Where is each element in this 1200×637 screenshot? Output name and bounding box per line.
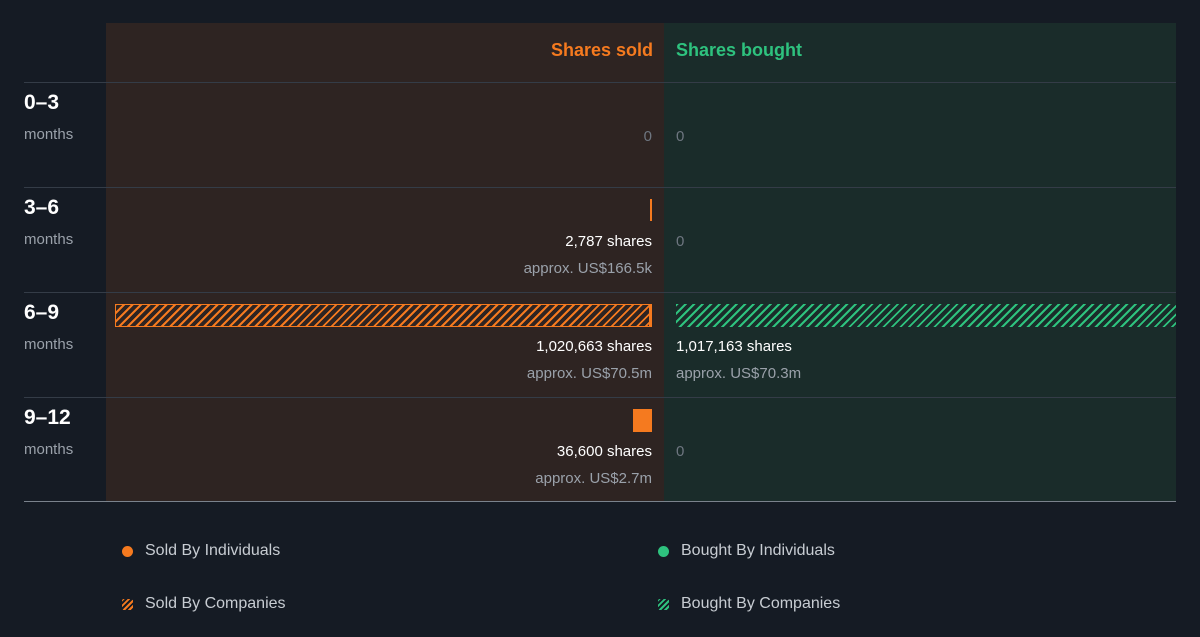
sold-shares-9-12: 36,600 shares xyxy=(556,443,652,460)
period-unit: months xyxy=(24,336,74,353)
bought-zero-value: 0 xyxy=(676,128,685,145)
legend-label: Bought By Companies xyxy=(681,595,841,612)
sold-shares-3-6: 2,787 shares xyxy=(565,233,652,250)
orange-hatch-icon xyxy=(122,598,133,610)
bought-panel xyxy=(664,23,1176,501)
sold-shares-6-9: 1,020,663 shares xyxy=(536,338,652,355)
row-divider xyxy=(24,397,1176,398)
legend-sold-companies: Sold By Companies xyxy=(122,595,286,613)
period-unit: months xyxy=(24,126,74,143)
row-divider xyxy=(24,292,1176,293)
legend-label: Bought By Individuals xyxy=(681,542,835,559)
bar-sold-individuals-6-9 xyxy=(650,304,652,327)
bar-sold-companies-6-9 xyxy=(115,304,650,327)
sold-approx-6-9: approx. US$70.5m xyxy=(526,365,652,382)
orange-dot-icon xyxy=(122,545,133,557)
row-divider xyxy=(24,187,1176,188)
period-label-9-12: 9–12 xyxy=(24,406,71,429)
sold-approx-3-6: approx. US$166.5k xyxy=(523,260,652,277)
header-shares-sold: Shares sold xyxy=(550,40,653,60)
legend-bought-companies: Bought By Companies xyxy=(658,595,840,613)
bought-zero-value: 0 xyxy=(676,233,685,250)
legend-sold-individuals: Sold By Individuals xyxy=(122,542,280,560)
legend-label: Sold By Companies xyxy=(145,595,286,612)
bar-sold-individuals-9-12 xyxy=(632,409,652,432)
green-hatch-icon xyxy=(658,598,669,610)
legend-label: Sold By Individuals xyxy=(145,542,281,559)
bought-shares-6-9: 1,017,163 shares xyxy=(676,338,792,355)
axis-line xyxy=(24,501,1176,502)
bought-zero-value: 0 xyxy=(676,443,685,460)
legend-bought-individuals: Bought By Individuals xyxy=(658,542,835,560)
period-unit: months xyxy=(24,441,74,458)
period-label-6-9: 6–9 xyxy=(24,301,60,324)
bar-sold-individuals-3-6 xyxy=(650,199,652,221)
sold-approx-9-12: approx. US$2.7m xyxy=(535,470,652,487)
green-dot-icon xyxy=(658,545,669,557)
period-label-0-3: 0–3 xyxy=(24,91,60,114)
bar-bought-companies-6-9 xyxy=(676,304,1176,327)
period-label-3-6: 3–6 xyxy=(24,196,60,219)
header-shares-bought: Shares bought xyxy=(676,40,803,60)
sold-panel xyxy=(106,23,664,501)
period-unit: months xyxy=(24,231,74,248)
row-divider xyxy=(24,82,1176,83)
bought-approx-6-9: approx. US$70.3m xyxy=(676,365,802,382)
sold-zero-value: 0 xyxy=(643,128,652,145)
